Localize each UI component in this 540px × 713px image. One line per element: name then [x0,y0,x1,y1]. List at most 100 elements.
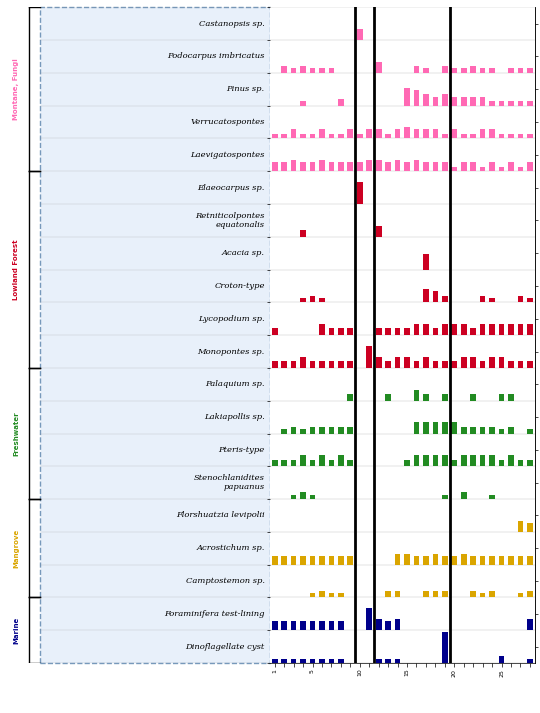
Bar [291,460,296,466]
Bar [319,427,325,434]
Bar [499,324,504,335]
Bar [489,591,495,597]
Bar [423,455,429,466]
Bar [300,163,306,171]
Bar [395,619,401,630]
Bar [470,427,476,434]
Bar [508,361,514,368]
Bar [291,130,296,138]
Bar [357,134,363,138]
Bar [461,324,467,335]
FancyBboxPatch shape [40,7,270,663]
Bar [395,356,401,368]
Bar [376,225,382,237]
Bar [442,422,448,434]
Bar [319,556,325,565]
Bar [508,163,514,171]
Bar [480,130,485,138]
Bar [489,101,495,106]
Bar [348,329,353,335]
Bar [319,160,325,171]
Bar [404,553,410,565]
Bar [499,134,504,138]
Bar [338,163,344,171]
Bar [527,619,533,630]
Bar [300,298,306,302]
Bar [451,130,457,138]
Bar [461,427,467,434]
Bar [328,329,334,335]
Bar [518,556,523,565]
Bar [319,298,325,302]
Bar [527,659,533,663]
Bar [518,460,523,466]
Bar [319,68,325,73]
Bar [508,134,514,138]
Bar [470,97,476,106]
Bar [338,427,344,434]
Bar [480,556,485,565]
Bar [319,659,325,663]
Bar [451,167,457,171]
Bar [527,361,533,368]
Bar [414,455,420,466]
Text: Palaquium sp.: Palaquium sp. [205,380,265,389]
Bar [461,493,467,499]
Bar [272,622,278,630]
Bar [338,593,344,597]
Bar [376,619,382,630]
Text: Acrostichum sp.: Acrostichum sp. [197,544,265,553]
Text: Dinoflagellate cyst: Dinoflagellate cyst [185,642,265,651]
Bar [281,460,287,466]
Bar [281,556,287,565]
Bar [386,134,391,138]
Bar [310,622,315,630]
Text: Lakiapollis sp.: Lakiapollis sp. [204,413,265,421]
Bar [310,163,315,171]
Bar [338,556,344,565]
Text: Marine: Marine [13,617,19,644]
Text: Foraminifera test-lining: Foraminifera test-lining [164,610,265,618]
Bar [518,134,523,138]
Bar [328,68,334,73]
Bar [499,460,504,466]
Bar [480,593,485,597]
Bar [451,324,457,335]
Bar [499,657,504,663]
Bar [480,427,485,434]
Bar [414,90,420,106]
Bar [442,556,448,565]
Bar [508,68,514,73]
Bar [386,163,391,171]
Bar [489,427,495,434]
Bar [442,455,448,466]
Bar [518,101,523,106]
Bar [470,394,476,401]
Bar [272,329,278,335]
Bar [404,460,410,466]
Bar [414,66,420,73]
Bar [508,101,514,106]
Bar [376,160,382,171]
Bar [281,622,287,630]
Bar [451,68,457,73]
Text: Lycopodium sp.: Lycopodium sp. [198,314,265,323]
Bar [404,88,410,106]
Bar [376,659,382,663]
Bar [338,361,344,368]
Text: Mangrove: Mangrove [13,528,19,568]
Bar [319,622,325,630]
Bar [310,556,315,565]
Bar [508,427,514,434]
Bar [310,134,315,138]
Text: Monopontes sp.: Monopontes sp. [198,347,265,356]
Bar [518,520,523,532]
Bar [442,94,448,106]
Bar [319,455,325,466]
Bar [291,556,296,565]
Bar [300,659,306,663]
Bar [480,455,485,466]
Text: Laevigatospontes: Laevigatospontes [190,150,265,159]
Text: Stenochlanidites
papuanus: Stenochlanidites papuanus [194,474,265,491]
Bar [480,167,485,171]
